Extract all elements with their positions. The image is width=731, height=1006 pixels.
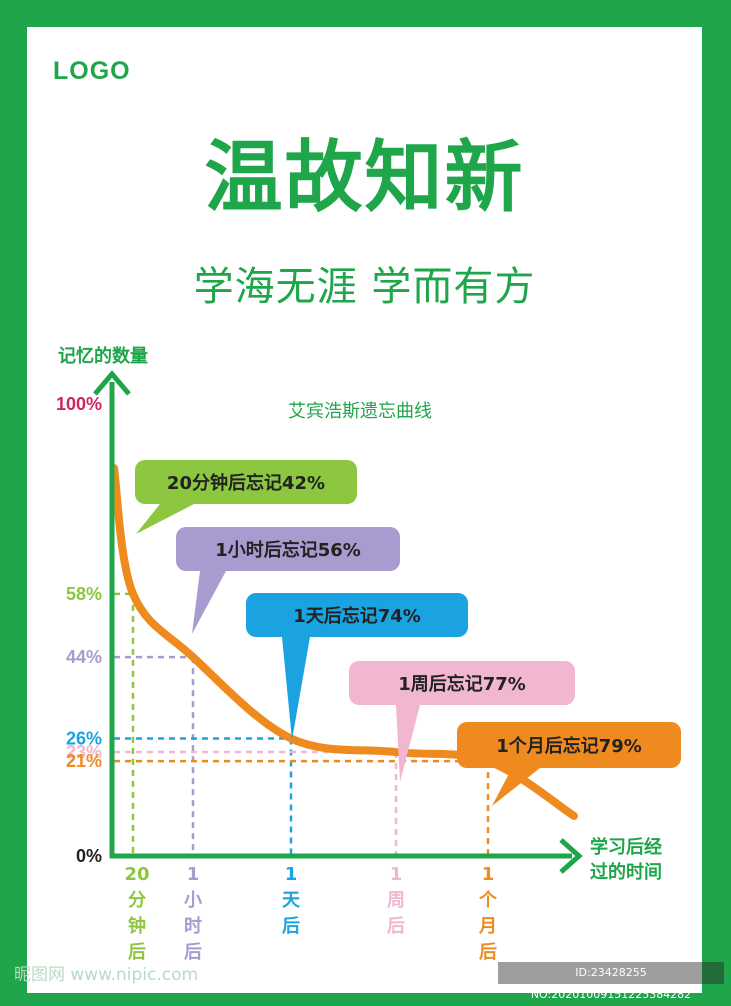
callout-text-3: 1周后忘记77% bbox=[398, 673, 526, 695]
x-tick-label-4-1: 个 bbox=[478, 889, 498, 911]
y-tick-label-0: 100% bbox=[56, 394, 102, 414]
x-axis-arrow bbox=[559, 838, 583, 874]
callout-text-0: 20分钟后忘记42% bbox=[167, 472, 325, 494]
callout-tail-1 bbox=[192, 571, 226, 634]
callout-tail-3 bbox=[396, 705, 420, 782]
y-tick-label-6: 0% bbox=[76, 846, 102, 866]
y-axis-arrow bbox=[93, 370, 131, 396]
x-tick-label-4-2: 月 bbox=[478, 916, 497, 937]
page-subtitle: 学海无涯 学而有方 bbox=[193, 264, 536, 310]
y-tick-label-2: 44% bbox=[66, 647, 102, 667]
callout-text-1: 1小时后忘记56% bbox=[215, 539, 361, 561]
callout-text-2: 1天后忘记74% bbox=[293, 605, 421, 627]
x-tick-label-2-1: 天 bbox=[282, 890, 301, 911]
x-tick-label-0-2: 钟 bbox=[128, 915, 146, 937]
watermark-right: ID:23428255 NO:20201009151225384282 bbox=[498, 962, 724, 1001]
chart-axes bbox=[93, 370, 583, 874]
x-tick-label-2-0: 1 bbox=[285, 864, 298, 885]
callout-bubble-4 bbox=[457, 722, 681, 768]
y-tick-label-1: 58% bbox=[66, 584, 102, 604]
y-tick-labels: 100% 58% 44% 26%23%21% 0% bbox=[56, 394, 102, 866]
y-tick-label-3: 26% bbox=[66, 728, 102, 748]
x-tick-label-4-3: 后 bbox=[479, 942, 497, 963]
callout-tail-4 bbox=[492, 768, 540, 806]
x-tick-label-0-3: 后 bbox=[128, 942, 146, 963]
page-title: 温故知新 bbox=[204, 133, 525, 223]
callout-bubble-0 bbox=[135, 460, 357, 504]
x-tick-label-2-2: 后 bbox=[282, 916, 300, 937]
watermark-left: 昵图网 www.nipic.com bbox=[14, 965, 199, 985]
x-axis-label-line-0: 学习后经 bbox=[590, 836, 662, 858]
x-tick-label-1-1: 小 bbox=[184, 890, 202, 911]
callout-bubble-2 bbox=[246, 593, 468, 637]
chart-title: 艾宾浩斯遗忘曲线 bbox=[288, 401, 432, 422]
callout-tail-2 bbox=[282, 637, 310, 740]
x-tick-label-1-2: 时 bbox=[184, 916, 202, 937]
poster: LOGO 温故知新 学海无涯 学而有方 bbox=[27, 27, 702, 993]
x-tick-label-3-2: 后 bbox=[387, 916, 405, 937]
x-tick-label-1-0: 1 bbox=[187, 864, 200, 885]
callout-bubble-1 bbox=[176, 527, 400, 571]
y-tick-label-4: 23% bbox=[66, 742, 102, 762]
callout-text-4: 1个月后忘记79% bbox=[496, 735, 642, 757]
x-axis-label-line-1: 过的时间 bbox=[590, 861, 662, 883]
x-tick-label-0-0: 20 bbox=[124, 864, 149, 885]
callout-tail-0 bbox=[136, 504, 194, 534]
y-tick-label-5: 21% bbox=[66, 751, 102, 771]
logo: LOGO bbox=[53, 57, 131, 85]
x-tick-label-1-3: 后 bbox=[184, 942, 202, 963]
x-tick-label-3-1: 周 bbox=[387, 890, 405, 911]
x-tick-label-0-1: 分 bbox=[128, 890, 146, 911]
x-tick-label-4-0: 1 bbox=[482, 864, 495, 885]
callout-bubble-3 bbox=[349, 661, 575, 705]
chart-callouts: 20分钟后忘记42% 1小时后忘记56% 1天后忘记74% 1周后忘记77% 1个月后忘… bbox=[135, 460, 681, 806]
y-axis-label: 记忆的数量 bbox=[58, 345, 148, 367]
x-tick-label-3-0: 1 bbox=[390, 864, 403, 885]
